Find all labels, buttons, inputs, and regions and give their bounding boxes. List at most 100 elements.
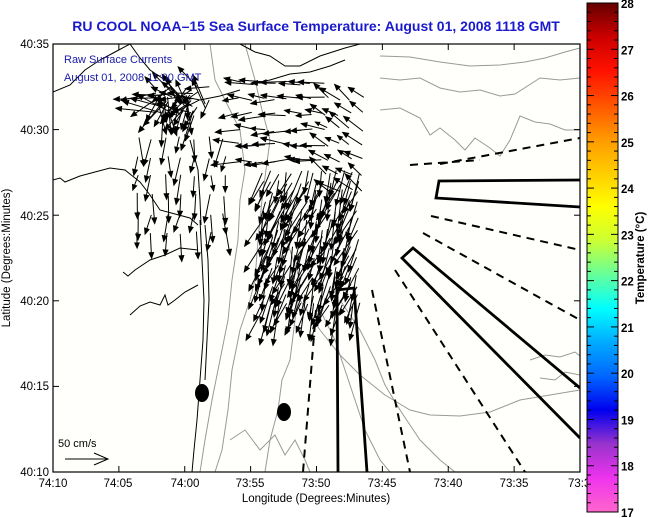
current-vector: [243, 218, 264, 248]
x-axis-label: Longitude (Degrees:Minutes): [242, 493, 390, 505]
current-vector: [345, 201, 358, 240]
current-vector: [312, 304, 330, 330]
current-vector: [221, 96, 239, 103]
figure-title: RU COOL NOAA–15 Sea Surface Temperature:…: [72, 18, 560, 34]
current-vector: [316, 286, 331, 327]
current-vector: [174, 174, 182, 206]
current-vector: [209, 214, 216, 244]
coast-navesink-river: [129, 284, 199, 316]
current-vector: [114, 105, 157, 113]
dash-line-1: [439, 137, 580, 165]
dash-line-2: [430, 215, 580, 251]
dash-line-5: [371, 289, 411, 472]
x-tick-label: 73:55: [236, 478, 265, 490]
current-vector: [340, 238, 352, 269]
current-vector: [151, 194, 158, 225]
current-vector: [264, 264, 279, 286]
current-vector: [304, 172, 314, 204]
current-vector: [339, 171, 353, 206]
x-tick-label: 73:40: [434, 478, 463, 490]
current-vector: [336, 149, 352, 160]
current-vector: [220, 156, 227, 173]
current-vector: [286, 183, 302, 224]
current-vector: [333, 102, 352, 114]
current-vector: [292, 209, 309, 234]
current-vector: [304, 107, 323, 114]
current-vector: [247, 92, 265, 99]
current-vector: [334, 170, 346, 207]
current-vector: [276, 245, 285, 283]
current-vector: [299, 142, 326, 149]
current-vector: [155, 102, 192, 114]
current-vector: [283, 108, 301, 115]
current-vector: [295, 181, 310, 205]
colorbar-tick-label: 26: [621, 92, 634, 104]
current-vector: [282, 198, 302, 230]
current-vector: [318, 87, 341, 101]
currents-label: Raw Surface Currents: [64, 54, 173, 66]
current-vector: [191, 78, 206, 109]
current-vector: [335, 189, 343, 231]
current-vector: [344, 294, 358, 324]
current-vector: [226, 93, 253, 101]
current-vector: [184, 97, 191, 121]
y-tick-label: 40:15: [20, 381, 49, 393]
current-vector: [347, 239, 360, 273]
scale-arrow-icon: [65, 452, 110, 466]
current-vector: [259, 170, 272, 198]
restricted-areas: [335, 178, 580, 472]
current-vector: [205, 231, 212, 252]
current-vector: [158, 95, 186, 103]
current-vector: [213, 138, 224, 168]
current-vector: [344, 173, 363, 192]
current-vector: [296, 79, 325, 86]
current-vector: [248, 172, 263, 206]
current-vector: [302, 170, 309, 195]
current-vector: [349, 275, 357, 302]
current-vector: [144, 76, 157, 91]
y-tick-label: 40:35: [20, 39, 49, 51]
colorbar-tick-label: 19: [621, 415, 634, 427]
current-vector: [278, 265, 286, 288]
current-vector: [335, 248, 357, 288]
x-axis: 74:10 74:05 74:00 73:55 73:50 73:45 73:4…: [39, 478, 591, 505]
current-vector: [309, 132, 329, 147]
current-vector: [308, 190, 317, 230]
current-vector: [180, 110, 194, 152]
current-vector: [209, 175, 216, 192]
current-vector: [222, 175, 229, 194]
y-axis: 40:35 40:30 40:25 40:20 40:15 40:10 Lati…: [1, 39, 49, 479]
current-vector: [291, 284, 302, 320]
current-vector: [317, 274, 331, 313]
current-vector: [207, 136, 215, 160]
colorbar-tick-label: 28: [621, 0, 634, 11]
current-vector: [277, 80, 301, 87]
current-vector: [295, 94, 325, 101]
current-vector: [316, 228, 338, 265]
current-vector: [273, 180, 280, 204]
current-vector: [163, 174, 170, 201]
current-vector: [321, 108, 339, 116]
current-vector: [159, 137, 167, 166]
current-vector: [344, 257, 357, 286]
colorbar-tick-label: 24: [621, 184, 634, 196]
x-tick-label: 73:35: [500, 478, 529, 490]
buoy-1-marker[interactable]: [195, 384, 209, 402]
current-vector: [143, 174, 151, 202]
current-vector: [297, 277, 314, 302]
current-vector: [321, 165, 338, 175]
current-vector: [183, 106, 198, 128]
current-vector: [328, 170, 337, 198]
contour-north-2: [379, 77, 580, 97]
current-vector: [148, 233, 155, 260]
current-vector: [174, 99, 193, 107]
current-vector: [268, 183, 288, 220]
current-vector: [237, 115, 265, 123]
currents-timestamp: August 01, 2008 11:00 GMT: [64, 72, 202, 84]
lane-southeast-box: [399, 246, 580, 439]
current-vector: [250, 131, 275, 138]
colorbar-label: Temperature (°C): [635, 212, 647, 305]
buoy-2-marker[interactable]: [277, 403, 291, 421]
x-tick-label: 73:3: [568, 478, 590, 490]
colorbar: 28 27 26 25 24 23 22 21 20 19 18 17 Temperature (°C…: [586, 0, 647, 518]
